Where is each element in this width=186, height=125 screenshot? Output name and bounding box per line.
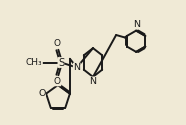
Text: N: N [73,63,80,72]
Text: O: O [38,89,46,98]
Text: N: N [89,77,97,86]
Text: CH₃: CH₃ [26,58,42,67]
Text: O: O [54,77,61,86]
Text: O: O [54,39,61,48]
Text: S: S [58,58,64,68]
Text: N: N [133,20,140,29]
